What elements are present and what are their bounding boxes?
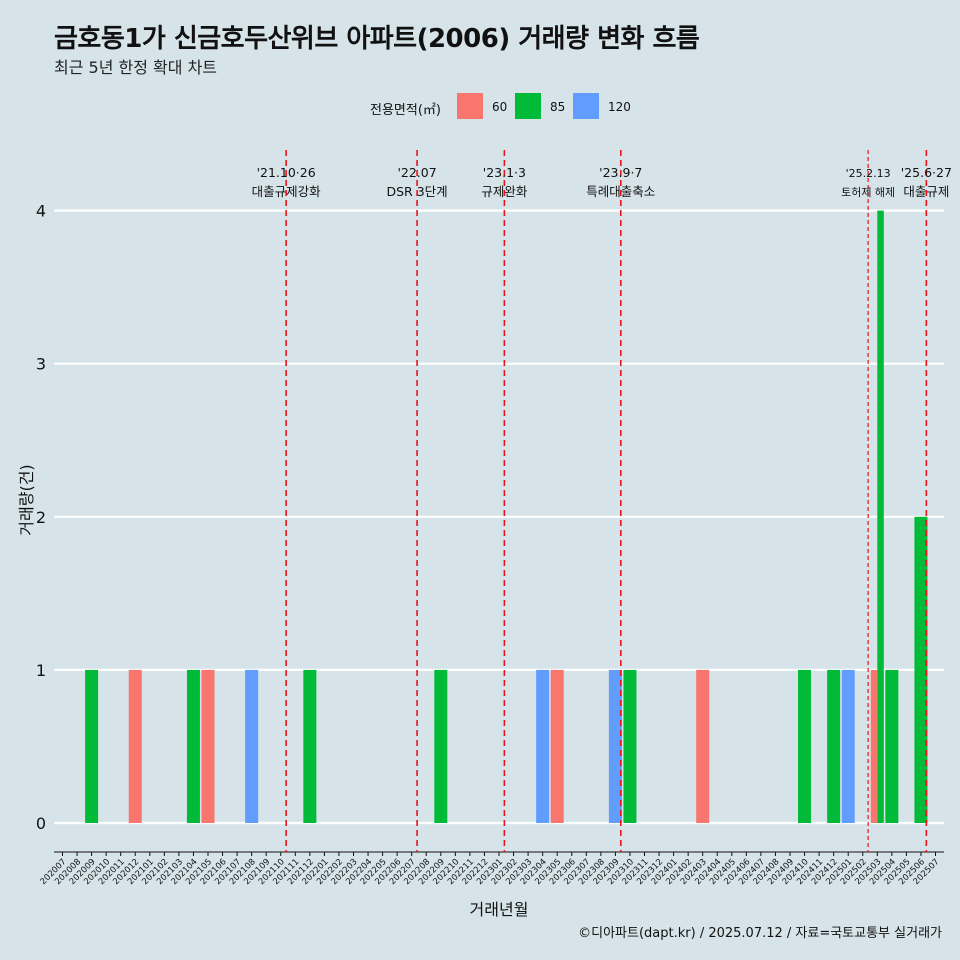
bar-202403-60 [696, 669, 710, 823]
bar-202310-85 [623, 669, 637, 823]
bar-202104-85 [186, 669, 200, 823]
legend-label-120: 120 [608, 100, 631, 114]
y-tick-label: 3 [36, 355, 46, 374]
bar-202506-85 [914, 516, 928, 823]
bar-202012-60 [128, 669, 142, 823]
event-label-4: 토허제 해제 [841, 185, 895, 199]
y-axis-title: 거래량(건) [17, 464, 36, 535]
bar-202305-60 [550, 669, 564, 823]
event-date-5: '25.6·27 [901, 165, 952, 180]
legend-key-85 [515, 93, 541, 119]
bar-202412-85 [827, 669, 841, 823]
legend-label-85: 85 [550, 100, 566, 114]
legend: 전용면적(㎡) 60 85 120 [0, 93, 960, 121]
x-axis-title: 거래년월 [470, 900, 529, 919]
event-label-1: DSR 3단계 [386, 184, 447, 199]
event-label-2: 규제완화 [481, 184, 528, 199]
bar-202410-85 [798, 669, 812, 823]
bar-202501-120 [841, 669, 855, 823]
bar-202503-60 [870, 669, 878, 823]
y-tick-label: 1 [36, 661, 46, 680]
y-tick-label: 4 [36, 202, 46, 221]
bar-202304-120 [536, 669, 550, 823]
y-tick-label: 2 [36, 508, 46, 527]
chart-title: 금호동1가 신금호두산위브 아파트(2006) 거래량 변화 흐름 [54, 24, 700, 54]
bar-202503-85 [877, 210, 884, 824]
event-date-1: '22.07 [397, 165, 436, 180]
bar-202504-85 [885, 669, 899, 823]
bar-202209-85 [434, 669, 448, 823]
event-date-4: '25.2.13 [846, 167, 891, 180]
source-caption: ©디아파트(dapt.kr) / 2025.07.12 / 자료=국토교통부 실… [578, 926, 942, 941]
bar-202105-60 [201, 669, 215, 823]
event-label-0: 대출규제강화 [252, 184, 322, 199]
legend-key-120 [573, 93, 599, 119]
event-label-3: 특례대출축소 [586, 184, 655, 199]
legend-key-60 [457, 93, 483, 119]
bar-202108-120 [245, 669, 259, 823]
bar-202309-120 [608, 669, 622, 823]
legend-title: 전용면적(㎡) [370, 103, 441, 118]
chart-subtitle: 최근 5년 한정 확대 차트 [54, 58, 218, 77]
event-label-5: 대출규제 [903, 184, 949, 199]
event-date-0: '21.10·26 [257, 165, 316, 180]
legend-label-60: 60 [492, 100, 508, 114]
event-date-2: '23.1·3 [483, 165, 526, 180]
bar-202112-85 [303, 669, 317, 823]
bar-202009-85 [85, 669, 99, 823]
y-tick-label: 0 [36, 814, 46, 833]
event-date-3: '23.9·7 [599, 165, 642, 180]
